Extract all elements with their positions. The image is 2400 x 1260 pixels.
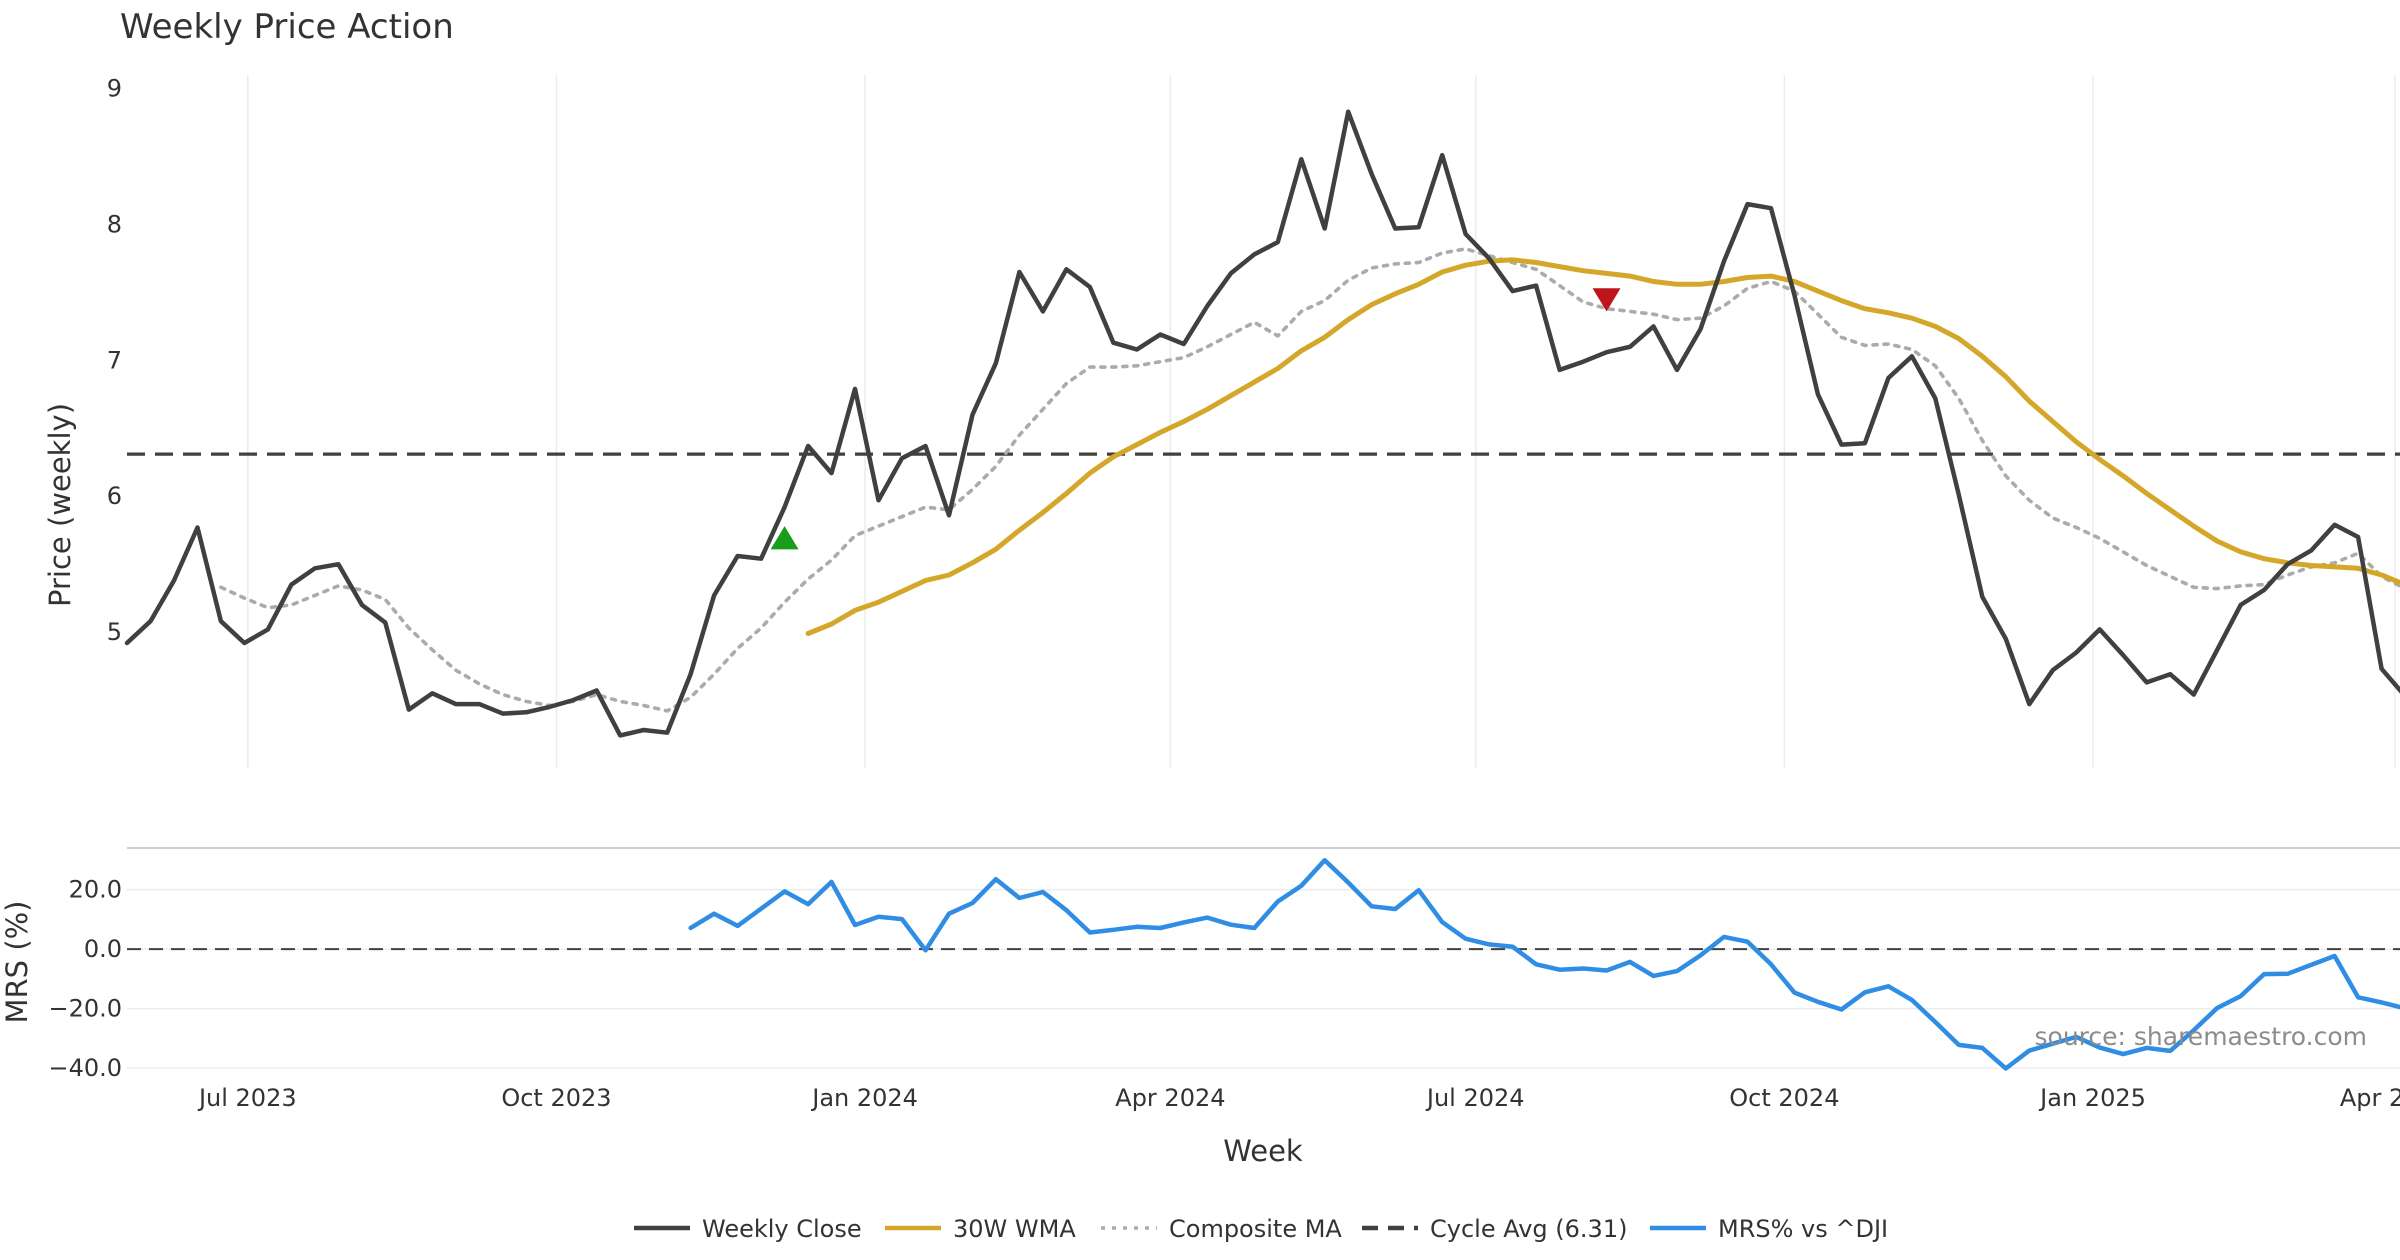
price-panel-grid bbox=[247, 75, 2396, 768]
legend-label: Cycle Avg (6.31) bbox=[1430, 1215, 1627, 1243]
x-tick-label: Jul 2024 bbox=[1425, 1084, 1525, 1112]
mrs-line bbox=[688, 857, 2400, 1071]
price-y-tick-label: 7 bbox=[107, 346, 122, 374]
signal-markers bbox=[770, 288, 1621, 550]
legend-item: MRS% vs ^DJI bbox=[1650, 1215, 1888, 1243]
x-tick-label: Jan 2024 bbox=[810, 1084, 918, 1112]
price-y-tick-label: 8 bbox=[107, 210, 122, 238]
weekly-close-line bbox=[124, 109, 2400, 738]
mrs-y-tick-label: −40.0 bbox=[48, 1054, 122, 1082]
price-y-tick-label: 6 bbox=[107, 482, 122, 510]
legend-label: 30W WMA bbox=[953, 1215, 1076, 1243]
price-y-tick-label: 5 bbox=[107, 618, 122, 646]
price-y-axis-label: Price (weekly) bbox=[43, 403, 77, 607]
x-tick-label: Oct 2024 bbox=[1729, 1084, 1839, 1112]
mrs-y-ticks: 20.0 0.0 −20.0 −40.0 bbox=[48, 876, 122, 1082]
mrs-y-tick-label: −20.0 bbox=[48, 995, 122, 1023]
chart-title: Weekly Price Action bbox=[120, 7, 454, 47]
price-y-ticks: 5 6 7 8 9 bbox=[107, 75, 122, 647]
x-tick-label: Apr 2025 bbox=[2340, 1084, 2400, 1112]
legend: Weekly Close 30W WMA Composite MA Cycle Avg… bbox=[634, 1215, 1888, 1243]
legend-item: Composite MA bbox=[1101, 1215, 1342, 1243]
x-axis-label: Week bbox=[1223, 1134, 1303, 1168]
legend-item: 30W WMA bbox=[885, 1215, 1076, 1243]
mrs-y-axis-label: MRS (%) bbox=[0, 901, 34, 1024]
sell-signal-marker bbox=[1592, 288, 1621, 312]
mrs-y-tick-label: 0.0 bbox=[84, 935, 122, 963]
composite-ma-line bbox=[219, 247, 2400, 713]
legend-label: Composite MA bbox=[1169, 1215, 1342, 1243]
source-watermark: source: sharemaestro.com bbox=[2035, 1022, 2368, 1051]
legend-label: Weekly Close bbox=[702, 1215, 862, 1243]
legend-label: MRS% vs ^DJI bbox=[1718, 1215, 1888, 1243]
x-tick-label: Jan 2025 bbox=[2038, 1084, 2146, 1112]
x-tick-label: Apr 2024 bbox=[1115, 1084, 1225, 1112]
30w-wma-line bbox=[805, 257, 2400, 636]
x-tick-label: Jul 2023 bbox=[197, 1084, 297, 1112]
x-tick-label: Oct 2023 bbox=[501, 1084, 611, 1112]
legend-item: Weekly Close bbox=[634, 1215, 862, 1243]
mrs-y-tick-label: 20.0 bbox=[69, 876, 122, 904]
mrs-series-group bbox=[688, 857, 2400, 1071]
price-y-tick-label: 9 bbox=[107, 75, 122, 103]
buy-signal-marker bbox=[770, 526, 799, 550]
x-axis-ticks: Jul 2023 Oct 2023 Jan 2024 Apr 2024 Jul 2024… bbox=[197, 1084, 2400, 1112]
price-series-group bbox=[124, 109, 2400, 738]
legend-item: Cycle Avg (6.31) bbox=[1362, 1215, 1627, 1243]
